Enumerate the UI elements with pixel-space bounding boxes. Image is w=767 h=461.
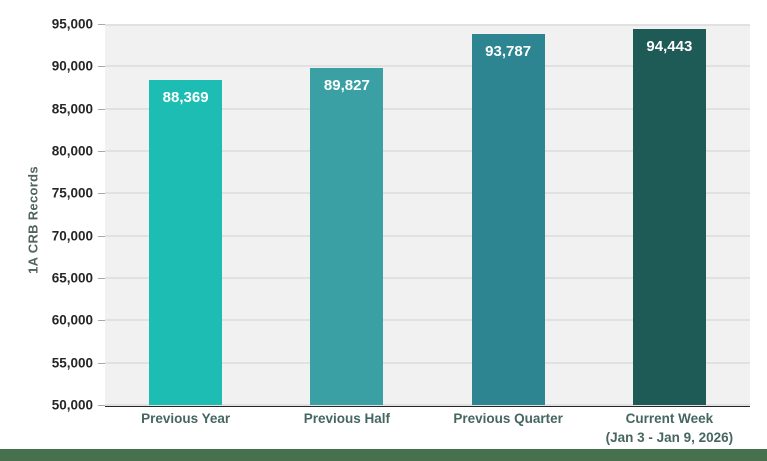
y-tick-label: 60,000 bbox=[51, 312, 93, 328]
y-tick-label: 65,000 bbox=[51, 270, 93, 286]
x-axis-label: Current Week (Jan 3 - Jan 9, 2026) bbox=[589, 409, 750, 447]
plot-area: 88,369 89,827 93,787 94,443 bbox=[105, 24, 750, 407]
y-tick-label: 90,000 bbox=[51, 58, 93, 74]
x-axis-label-line1: Previous Quarter bbox=[453, 411, 563, 426]
gridline bbox=[105, 404, 750, 406]
gridline bbox=[105, 150, 750, 152]
gridline bbox=[105, 24, 750, 26]
bar-value-label: 94,443 bbox=[646, 37, 693, 55]
gridline bbox=[105, 107, 750, 110]
x-axis-label: Previous Year bbox=[105, 409, 266, 447]
y-tick-label: 55,000 bbox=[51, 355, 93, 371]
x-axis-label-line1: Previous Half bbox=[303, 411, 391, 426]
y-tick-label: 95,000 bbox=[51, 16, 93, 32]
gridline bbox=[105, 192, 750, 195]
bar: 89,827 bbox=[310, 67, 384, 405]
y-tick-mark bbox=[98, 278, 105, 279]
y-tick-mark bbox=[98, 405, 105, 406]
bar-value-label: 88,369 bbox=[162, 89, 209, 107]
y-tick-mark bbox=[98, 151, 105, 152]
y-tick-mark bbox=[98, 108, 105, 110]
x-axis-label: Previous Quarter bbox=[428, 409, 589, 447]
bar: 93,787 bbox=[471, 34, 545, 405]
y-tick-label: 85,000 bbox=[51, 101, 93, 117]
y-tick-label: 70,000 bbox=[51, 228, 93, 244]
x-axis-label-line1: Previous Year bbox=[141, 411, 231, 426]
gridline bbox=[105, 65, 750, 68]
bar-value-label: 93,787 bbox=[485, 43, 532, 61]
x-axis-label-line2: (Jan 3 - Jan 9, 2026) bbox=[605, 430, 734, 445]
y-tick-mark bbox=[98, 320, 105, 322]
y-tick-label: 75,000 bbox=[51, 185, 93, 201]
x-axis: Previous Year Previous Half Previous Quart… bbox=[105, 409, 750, 447]
bar-value-label: 89,827 bbox=[323, 76, 370, 94]
gridline bbox=[105, 234, 750, 237]
gridline bbox=[105, 277, 750, 279]
y-tick-mark bbox=[98, 235, 105, 237]
bar: 88,369 bbox=[149, 80, 223, 405]
bar: 94,443 bbox=[632, 28, 706, 405]
y-tick-label: 80,000 bbox=[51, 143, 93, 159]
y-tick-mark bbox=[98, 66, 105, 68]
y-tick-mark bbox=[98, 24, 105, 25]
y-tick-label: 50,000 bbox=[51, 397, 93, 413]
y-tick-mark bbox=[98, 193, 105, 195]
gridline bbox=[105, 319, 750, 322]
y-tick-mark bbox=[98, 362, 105, 364]
bottom-strip bbox=[0, 449, 767, 461]
x-axis-label-line1: Current Week bbox=[625, 411, 714, 426]
gridline bbox=[105, 361, 750, 364]
y-axis: 95,000 90,000 85,000 80,000 75,000 70,000 65,0… bbox=[0, 17, 105, 413]
x-axis-label: Previous Half bbox=[266, 409, 427, 447]
